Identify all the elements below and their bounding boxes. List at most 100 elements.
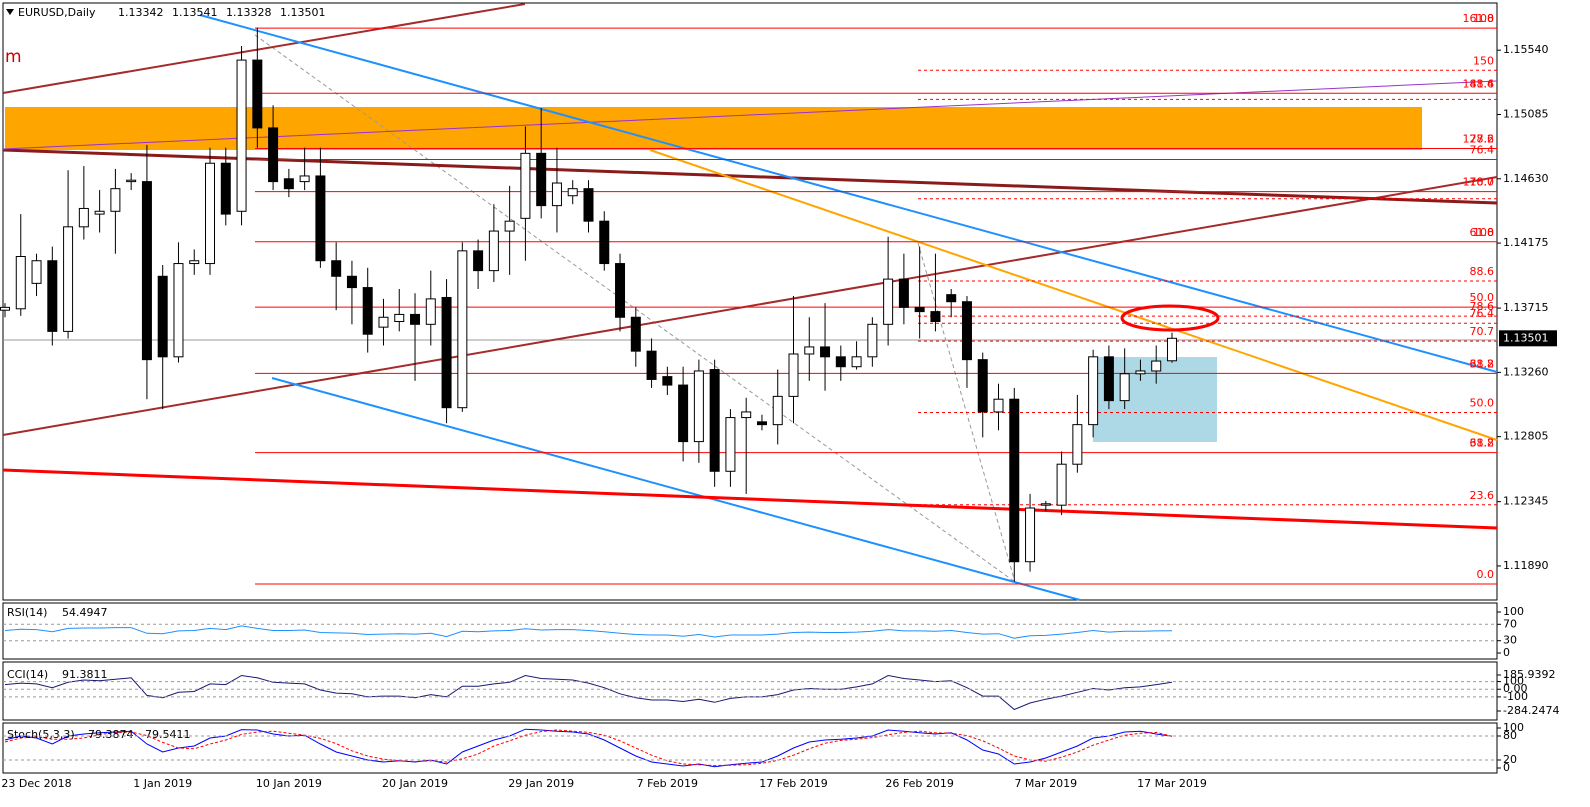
x-tick-label: 26 Feb 2019 (885, 777, 953, 790)
candle-body (946, 294, 957, 303)
y-tick-label: 1.15540 (1503, 43, 1549, 56)
fib-label: 23.6 (1470, 489, 1495, 502)
candle-body (394, 313, 405, 322)
candle-body (693, 370, 704, 443)
stoch-signal-value: 79.5411 (145, 728, 191, 741)
y-tick-label: 70 (1503, 617, 1517, 630)
candle-body (78, 207, 89, 228)
price-tag (1499, 330, 1557, 347)
candle-body (961, 301, 972, 361)
candle-body (567, 188, 578, 197)
rsi-value: 54.4947 (62, 606, 108, 619)
candle-body (646, 350, 657, 380)
candle-body (536, 152, 547, 207)
fib-label: 141.4 (1463, 77, 1495, 90)
candle-body (473, 250, 484, 272)
y-tick-label: 80 (1503, 729, 1517, 742)
candle-body (772, 395, 783, 426)
channel-line (271, 377, 1081, 601)
fib-label: 127.2 (1463, 133, 1495, 146)
y-tick-label: 0 (1503, 646, 1510, 659)
candle-body (346, 275, 357, 289)
candle-body (1040, 503, 1051, 506)
candle-body (425, 298, 436, 325)
candle-body (851, 356, 862, 368)
x-tick-label: 1 Jan 2019 (133, 777, 192, 790)
candle-body (141, 181, 152, 361)
candle-body (63, 226, 74, 332)
candle-body (15, 255, 26, 310)
fib-label: 76.4 (1470, 307, 1495, 320)
candle-body (110, 188, 121, 212)
candle-body (441, 296, 452, 409)
fib-baseline (254, 34, 1016, 583)
y-tick-label: 1.11890 (1503, 559, 1549, 572)
fib-label: 70.7 (1470, 176, 1495, 189)
y-tick-label: 1.14630 (1503, 172, 1549, 185)
candle-body (504, 220, 515, 232)
candle-body (630, 316, 641, 352)
y-tick-label: 100 (1503, 721, 1524, 734)
y-tick-label: -100 (1503, 690, 1528, 703)
candle-body (835, 356, 846, 368)
y-tick-label: 100 (1503, 605, 1524, 618)
candle-body (820, 346, 831, 358)
candle-body (662, 376, 673, 386)
x-tick-label: 17 Mar 2019 (1137, 777, 1207, 790)
fib-label: 78.6 (1470, 300, 1495, 313)
header-open: 1.13342 (118, 6, 164, 19)
rsi-title: RSI(14) (7, 606, 47, 619)
y-tick-label: 1.13260 (1503, 365, 1549, 378)
y-tick-label: 1.12805 (1503, 430, 1549, 443)
candle-body (157, 275, 168, 358)
rsi-panel (2, 602, 1498, 660)
y-tick-label: 1.14175 (1503, 236, 1549, 249)
candle-body (378, 316, 389, 328)
main-panel (2, 2, 1498, 601)
candle-body (583, 188, 594, 222)
header-low: 1.13328 (226, 6, 272, 19)
candle-body (615, 263, 626, 318)
cci-value: 91.3811 (62, 668, 108, 681)
indicator-line (4, 728, 1173, 768)
candle-body (488, 230, 499, 272)
menu-icon (6, 9, 14, 15)
candle-body (252, 59, 263, 129)
fib-group: 161.810015088.6141.4127.278.676.470.7118… (255, 12, 1497, 585)
candle-body (709, 369, 720, 472)
trend-line (2, 468, 1498, 530)
candle-body (1166, 337, 1177, 362)
candle-body (47, 260, 58, 332)
candle-body (94, 210, 105, 215)
candle-body (930, 311, 941, 322)
fib-label: 38.2 (1470, 357, 1495, 370)
y-tick-label: 1.13715 (1503, 301, 1549, 314)
y-tick-label: -284.2474 (1503, 704, 1559, 717)
x-tick-label: 20 Jan 2019 (382, 777, 448, 790)
candle-body (1135, 370, 1146, 375)
fib-label: 88.6 (1470, 265, 1495, 278)
candle-body (220, 162, 231, 215)
candle-body (315, 175, 326, 262)
candle-body (898, 278, 909, 308)
y-tick-label: 1.15085 (1503, 107, 1549, 120)
x-tick-label: 7 Mar 2019 (1014, 777, 1077, 790)
candle-body (1119, 373, 1130, 402)
resistance-zone (5, 107, 1422, 150)
candle-body (551, 182, 562, 207)
candle-body (993, 398, 1004, 413)
candle-body (867, 323, 878, 358)
fib-label: 61.8 (1470, 226, 1495, 239)
fib-label: 88.6 (1470, 77, 1495, 90)
y-tick-label: 100 (1503, 675, 1524, 688)
fib-label: 118.0 (1463, 176, 1495, 189)
candle-body (741, 411, 752, 419)
candle-body (299, 175, 310, 183)
stoch-main-value: 79.3874 (88, 728, 134, 741)
fib-label: 50.0 (1470, 396, 1495, 409)
fib-label: 78.6 (1470, 133, 1495, 146)
candle-body (457, 250, 468, 409)
candle-body (1088, 356, 1099, 426)
y-tick-label: 20 (1503, 753, 1517, 766)
candle-body (520, 152, 531, 219)
